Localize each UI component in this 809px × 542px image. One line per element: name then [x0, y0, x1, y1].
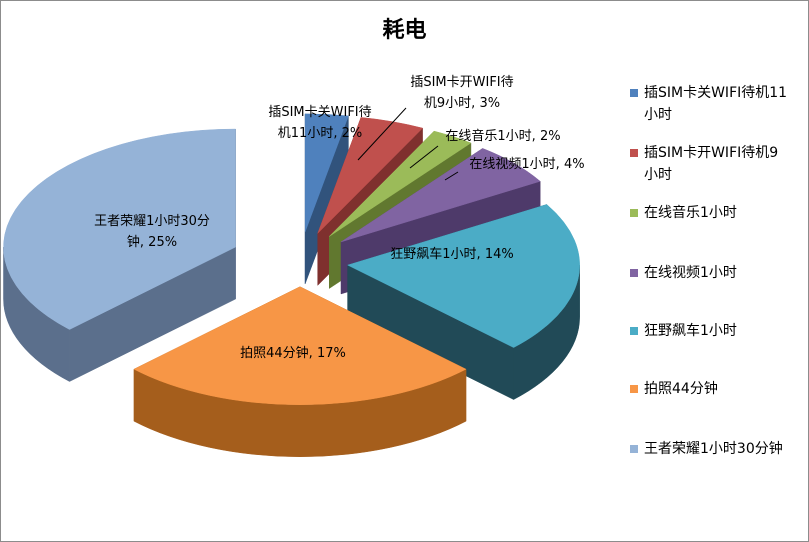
- data-label: 插SIM卡关WIFI待机11小时, 2%: [268, 105, 371, 141]
- legend-label: 在线视频1小时: [644, 265, 737, 281]
- pie-slice: [133, 286, 467, 406]
- data-label-line: 拍照44分钟, 17%: [240, 345, 346, 361]
- legend-item: 插SIM卡关WIFI待机11 小时: [630, 82, 805, 126]
- legend-label: 狂野飙车1小时: [644, 323, 737, 339]
- data-label: 狂野飙车1小时, 14%: [390, 246, 513, 262]
- data-label-line: 在线音乐1小时, 2%: [445, 128, 560, 144]
- leader-line: [444, 171, 459, 181]
- legend-item: 插SIM卡开WIFI待机9 小时: [630, 142, 805, 186]
- data-label-line: 机11小时, 2%: [278, 126, 362, 141]
- data-label-line: 王者荣耀1小时30分: [94, 214, 210, 229]
- pie-slice: [3, 128, 236, 330]
- legend-label: 在线音乐1小时: [644, 205, 737, 221]
- leader-line: [409, 145, 439, 169]
- legend-swatch: [630, 149, 638, 157]
- legend-item: 狂野飙车1小时: [630, 320, 805, 342]
- pie-slice: [329, 130, 472, 237]
- data-label: 在线视频1小时, 4%: [469, 157, 584, 172]
- data-label-line: 插SIM卡开WIFI待: [410, 75, 513, 90]
- legend-item: 在线视频1小时: [630, 262, 805, 284]
- data-label-line: 狂野飙车1小时, 14%: [390, 246, 513, 262]
- data-label: 王者荣耀1小时30分钟, 25%: [94, 214, 210, 250]
- chart-title: 耗电: [382, 18, 427, 43]
- pie-slice: [340, 148, 541, 243]
- legend-swatch: [630, 385, 638, 393]
- legend-swatch: [630, 327, 638, 335]
- legend-swatch: [630, 445, 638, 453]
- legend-label: 王者荣耀1小时30分钟: [644, 441, 783, 457]
- data-label: 拍照44分钟, 17%: [240, 345, 346, 361]
- data-label-line: 插SIM卡关WIFI待: [268, 105, 371, 120]
- legend-label: 小时: [644, 107, 672, 123]
- data-label-line: 在线视频1小时, 4%: [469, 157, 584, 172]
- legend-swatch: [630, 269, 638, 277]
- data-label-line: 机9小时, 3%: [424, 96, 500, 111]
- data-label-line: 钟, 25%: [127, 234, 177, 250]
- data-label: 在线音乐1小时, 2%: [445, 128, 560, 144]
- pie-slice: [317, 117, 424, 234]
- legend-swatch: [630, 89, 638, 97]
- leader-line: [357, 107, 407, 161]
- legend-item: 在线音乐1小时: [630, 202, 805, 224]
- legend-label: 小时: [644, 167, 672, 183]
- legend-item: 拍照44分钟: [630, 378, 805, 400]
- data-label: 插SIM卡开WIFI待机9小时, 3%: [410, 75, 513, 111]
- legend-label: 拍照44分钟: [644, 381, 718, 397]
- legend-label: 插SIM卡关WIFI待机11: [644, 85, 788, 101]
- pie-slice: [346, 204, 580, 348]
- pie-slice: [304, 113, 349, 232]
- legend-label: 插SIM卡开WIFI待机9: [644, 145, 779, 161]
- legend-item: 王者荣耀1小时30分钟: [630, 438, 805, 460]
- legend-swatch: [630, 209, 638, 217]
